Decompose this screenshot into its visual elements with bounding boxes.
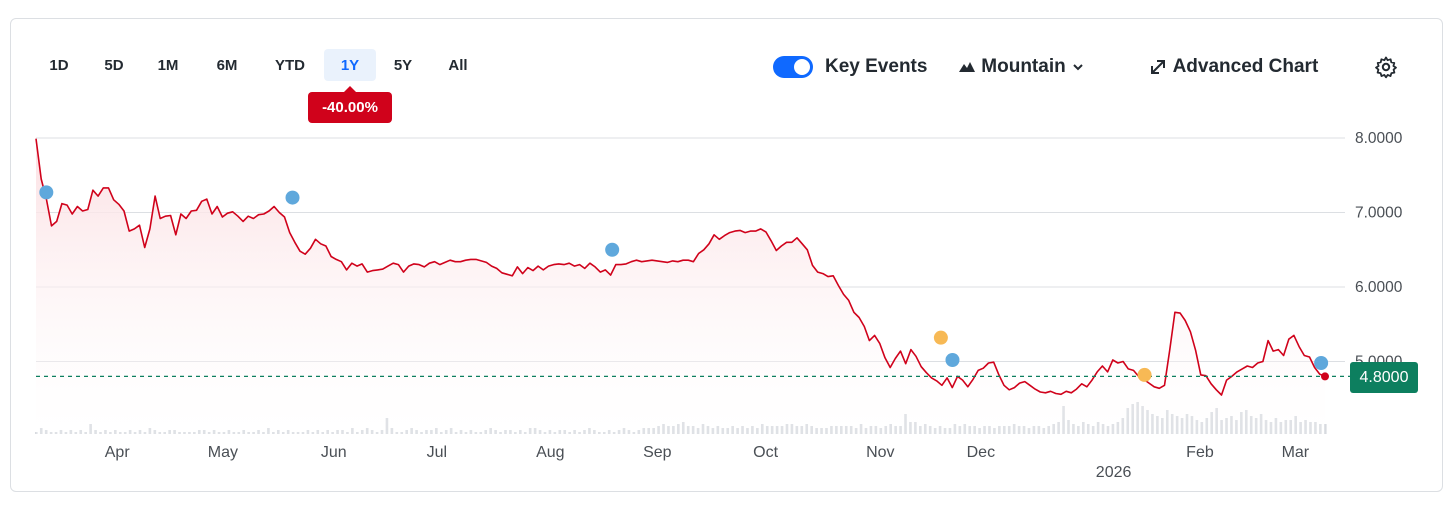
key-event-marker[interactable]	[39, 185, 54, 200]
range-button-1y[interactable]: 1Y	[324, 49, 376, 81]
x-tick-label: Oct	[753, 444, 778, 461]
x-tick-label: Apr	[105, 444, 131, 461]
price-area	[36, 138, 1325, 434]
advanced-chart-button[interactable]: Advanced Chart	[1148, 56, 1318, 78]
range-button-ytd[interactable]: YTD	[275, 57, 305, 74]
range-button-all[interactable]: All	[448, 57, 468, 74]
range-button-1m[interactable]: 1M	[157, 57, 179, 74]
range-button-5d[interactable]: 5D	[104, 57, 124, 74]
current-price-tag: 4.8000	[1350, 362, 1418, 393]
advanced-chart-label: Advanced Chart	[1172, 56, 1319, 77]
x-tick-label: Nov	[866, 444, 894, 461]
key-event-marker[interactable]	[933, 330, 948, 345]
x-tick-label: Sep	[643, 444, 672, 461]
gear-icon[interactable]	[1374, 55, 1398, 79]
change-percent-badge: -40.00%	[308, 86, 392, 123]
x-tick-label: Aug	[536, 444, 564, 461]
key-event-marker[interactable]	[605, 242, 620, 257]
x-tick-label: Jul	[427, 444, 447, 461]
volume-bar	[1324, 424, 1327, 434]
x-tick-label: May	[208, 444, 238, 461]
last-price-dot	[1321, 372, 1329, 381]
range-button-6m[interactable]: 6M	[216, 57, 238, 74]
x-tick-label: Jun	[321, 444, 347, 461]
range-button-1d[interactable]: 1D	[49, 57, 69, 74]
x-tick-label: Mar	[1282, 444, 1310, 461]
mountain-chart-icon	[959, 61, 975, 72]
price-line	[35, 138, 1326, 396]
y-tick-label: 6.0000	[1355, 279, 1403, 296]
chart-type-label: Mountain	[981, 56, 1066, 77]
toggle-switch-icon	[794, 59, 810, 75]
key-event-marker[interactable]	[1314, 355, 1329, 370]
y-tick-label: 8.0000	[1355, 130, 1403, 147]
range-button-5y[interactable]: 5Y	[393, 57, 413, 74]
chevron-down-icon	[1073, 64, 1083, 71]
chart-type-dropdown[interactable]: Mountain	[958, 56, 1085, 78]
x-tick-label: Feb	[1186, 444, 1214, 461]
x-tick-label: Dec	[967, 444, 995, 461]
expand-arrows-icon	[1151, 59, 1165, 74]
key-events-toggle[interactable]	[773, 56, 813, 78]
key-events-label: Key Events	[825, 56, 928, 77]
key-event-marker[interactable]	[1137, 367, 1152, 382]
key-event-marker[interactable]	[945, 353, 960, 368]
x-year-label: 2026	[1096, 464, 1132, 481]
y-tick-label: 7.0000	[1355, 205, 1403, 222]
key-event-marker[interactable]	[285, 190, 300, 205]
